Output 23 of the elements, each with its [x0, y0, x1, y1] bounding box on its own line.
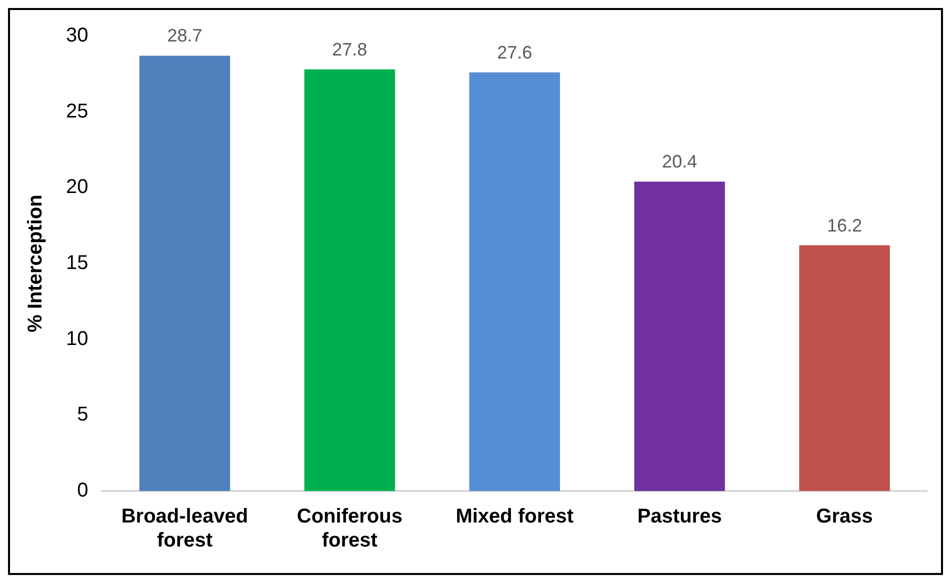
bar — [304, 69, 396, 491]
bar — [634, 182, 725, 491]
bar — [799, 245, 890, 491]
data-label: 27.6 — [497, 42, 532, 62]
y-axis-title: % Interception — [24, 194, 47, 332]
x-tick-label: Coniferous forest — [296, 506, 402, 552]
y-tick-label: 20 — [66, 176, 88, 198]
data-label: 16.2 — [827, 215, 862, 236]
x-tick-label: Pastures — [637, 506, 722, 528]
y-tick-label: 25 — [66, 100, 88, 122]
y-tick-label: 5 — [77, 404, 88, 426]
bar — [469, 72, 560, 491]
data-label: 27.8 — [332, 39, 368, 60]
x-tick-label: Broad-leaved forest — [121, 506, 248, 552]
x-tick-label: Grass — [816, 506, 873, 528]
data-label: 28.7 — [167, 26, 202, 46]
bar — [139, 56, 230, 491]
x-tick-label: Mixed forest — [456, 506, 574, 528]
y-tick-label: 15 — [66, 252, 88, 274]
y-tick-label: 0 — [77, 480, 88, 502]
y-tick-label: 30 — [66, 24, 88, 47]
data-label: 20.4 — [662, 152, 698, 172]
y-tick-label: 10 — [66, 328, 88, 350]
